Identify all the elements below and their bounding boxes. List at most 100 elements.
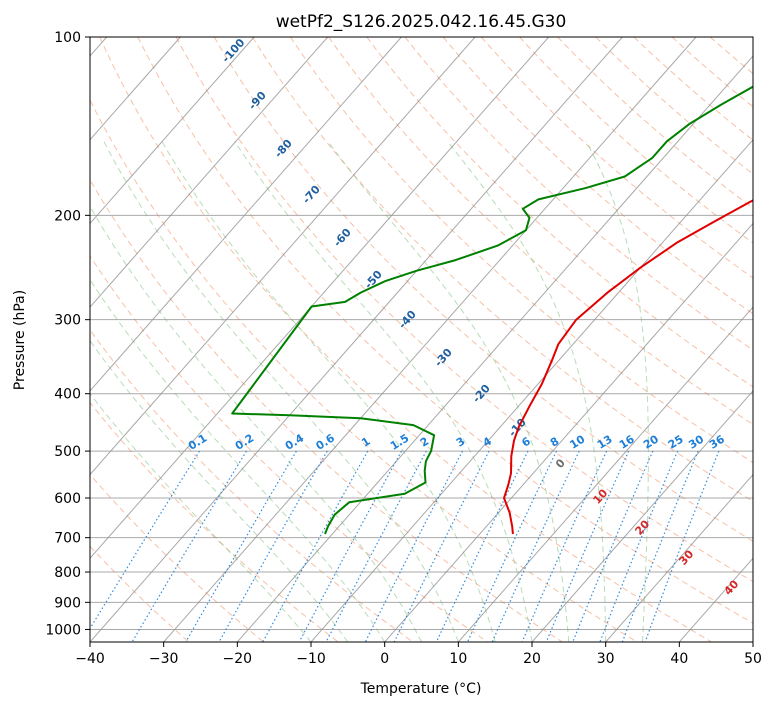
dry-adiabat — [366, 37, 753, 388]
moist-adiabat-label: 30 — [676, 547, 696, 567]
dry-adiabat — [251, 37, 753, 502]
mixing-ratio-line — [572, 450, 654, 642]
y-tick-label: 800 — [54, 565, 81, 581]
mixing-ratio-line — [262, 450, 369, 642]
dry-adiabat — [90, 329, 414, 642]
mixing-ratio-label: 0.2 — [233, 431, 256, 452]
plot-frame — [89, 36, 754, 643]
y-tick-label: 400 — [54, 387, 81, 403]
dry-adiabat-label: -50 — [362, 268, 385, 292]
moist-adiabat — [90, 205, 422, 642]
moist-adiabat-label: 0 — [553, 456, 568, 471]
dry-adiabat — [709, 37, 753, 75]
dry-adiabat — [595, 37, 753, 175]
dry-adiabat-label: -70 — [300, 183, 323, 207]
x-tick-label: 0 — [380, 651, 389, 667]
x-tick-label: 20 — [523, 651, 541, 667]
y-tick-label: 200 — [54, 208, 81, 224]
mixing-ratio-label: 25 — [666, 433, 686, 452]
isotherm — [90, 37, 623, 642]
isotherm — [90, 37, 181, 141]
dry-adiabat — [557, 37, 753, 209]
dry-adiabat-label: -60 — [331, 226, 354, 250]
mixing-ratio-line — [621, 450, 699, 642]
moist-adiabat — [90, 339, 349, 642]
dry-adiabat — [404, 37, 753, 351]
x-tick-label: 30 — [597, 651, 615, 667]
dry-adiabat — [213, 37, 753, 542]
mixing-ratio-label: 30 — [686, 432, 706, 451]
isotherm — [384, 222, 753, 642]
isotherm — [752, 641, 753, 642]
isotherm — [605, 473, 753, 642]
dry-adiabat — [633, 37, 753, 141]
mixing-ratio-line — [393, 450, 490, 642]
x-tick-label: −20 — [223, 651, 253, 667]
y-tick-label: 500 — [54, 444, 81, 460]
mixing-ratio-line — [185, 450, 297, 642]
dry-adiabat — [90, 98, 638, 642]
isotherm — [90, 37, 402, 392]
y-tick-label: 700 — [54, 531, 81, 547]
mixing-ratio-label: 0.4 — [283, 431, 307, 453]
y-tick-label: 100 — [54, 30, 81, 46]
dry-adiabat — [137, 37, 753, 624]
dry-adiabat — [519, 37, 753, 244]
dry-adiabat-label: -80 — [272, 137, 295, 161]
mixing-ratio-label: 16 — [617, 432, 637, 451]
mixing-ratio-line — [435, 450, 529, 642]
isotherm — [163, 37, 697, 642]
dry-adiabat — [480, 37, 753, 279]
moist-adiabat — [161, 141, 496, 642]
x-tick-label: −40 — [75, 651, 105, 667]
x-tick-label: −30 — [149, 651, 179, 667]
isotherm — [90, 37, 329, 308]
dry-adiabat — [99, 37, 712, 642]
mixing-ratio-line — [325, 450, 427, 642]
dry-adiabat — [90, 545, 190, 642]
y-tick-label: 1000 — [45, 622, 81, 638]
mixing-ratio-label: 13 — [595, 433, 615, 452]
y-tick-label: 300 — [54, 313, 81, 329]
dry-adiabat — [90, 401, 339, 642]
dewpoint-profile — [231, 85, 753, 535]
isotherm — [90, 37, 255, 225]
dry-adiabat — [442, 37, 753, 315]
x-tick-label: 50 — [744, 651, 762, 667]
isotherm — [236, 55, 753, 642]
moist-adiabat — [103, 141, 459, 642]
temperature-profile — [503, 199, 753, 535]
x-tick-label: 10 — [449, 651, 467, 667]
dry-adiabat — [175, 37, 753, 583]
chart-title: wetPf2_S126.2025.042.16.45.G30 — [276, 12, 567, 32]
dry-adiabat — [90, 178, 563, 642]
dry-adiabat — [90, 255, 488, 642]
moist-adiabat-label: 40 — [721, 577, 741, 597]
isotherm — [531, 390, 753, 642]
mixing-ratio-label: 10 — [567, 432, 587, 451]
series-layer — [231, 85, 753, 535]
dry-adiabat-label: -30 — [432, 346, 455, 370]
mixing-ratio-label: 1.5 — [388, 431, 411, 452]
isotherm — [90, 37, 476, 476]
mixing-ratio-line — [545, 450, 630, 642]
mixing-ratio-line — [298, 450, 403, 642]
x-tick-label: 40 — [670, 651, 688, 667]
mixing-ratio-line — [90, 450, 201, 630]
mixing-ratio-line — [218, 450, 328, 642]
moist-adiabat — [585, 141, 649, 642]
mixing-ratio-line — [521, 450, 608, 642]
isotherm — [678, 557, 753, 642]
y-tick-label: 600 — [54, 491, 81, 507]
plot-area: 0.1 0.2 0.4 0.6 1 1.5 2 3 4 6 8 10 13 16 20 25 30 36-100-… — [90, 37, 753, 642]
mixing-ratio-line — [599, 450, 679, 642]
dry-adiabat-label: -40 — [396, 308, 419, 332]
isotherm — [310, 138, 753, 642]
x-axis-label: Temperature (°C) — [360, 681, 482, 697]
isotherm — [90, 37, 550, 560]
mixing-ratio-label: 8 — [548, 435, 561, 450]
dry-adiabat-label: -90 — [246, 89, 269, 113]
mixing-ratio-label: 1 — [359, 435, 372, 450]
